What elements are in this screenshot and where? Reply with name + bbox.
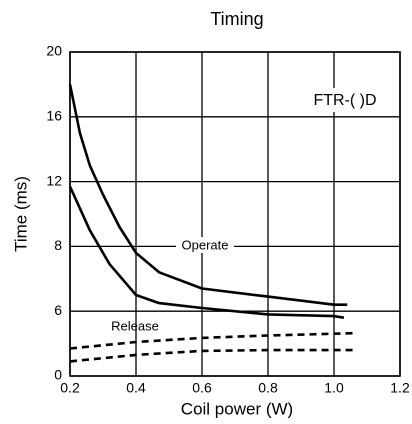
y-tick-label: 6	[54, 302, 62, 318]
label-backdrop	[300, 88, 390, 112]
y-tick-label: 8	[54, 237, 62, 253]
x-tick-label: 0.8	[258, 380, 278, 396]
line	[68, 84, 348, 306]
y-axis-label: Time (ms)	[11, 176, 30, 252]
y-tick-label: 16	[46, 108, 62, 124]
line	[69, 348, 358, 363]
y-tick-label: 20	[46, 43, 62, 59]
line	[68, 185, 345, 319]
y-tick-label: 0	[54, 367, 62, 383]
x-tick-label: 0.2	[60, 380, 80, 396]
line	[69, 331, 358, 350]
label-backdrop	[176, 237, 234, 253]
x-tick-label: 1.2	[390, 380, 410, 396]
annotation: FTR-( )D	[313, 92, 376, 109]
x-axis-label: Coil power (W)	[181, 399, 293, 418]
y-tick-label: 12	[46, 172, 62, 188]
chart-title: Timing	[210, 9, 263, 29]
annotation: Operate	[182, 237, 229, 252]
x-tick-label: 0.4	[126, 380, 146, 396]
annotation: Release	[111, 318, 159, 333]
x-tick-label: 0.6	[192, 380, 212, 396]
x-tick-label: 1.0	[324, 380, 344, 396]
